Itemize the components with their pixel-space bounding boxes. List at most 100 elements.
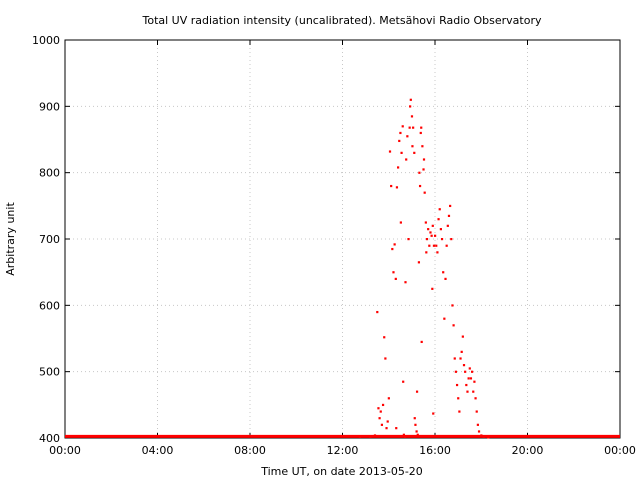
data-point [395, 186, 399, 189]
x-axis-label: Time UT, on date 2013-05-20 [260, 465, 423, 478]
y-axis: 400 500 600 700 800 900 1000 [32, 34, 620, 445]
data-point [409, 98, 412, 101]
data-points [65, 98, 620, 439]
data-point [472, 390, 475, 393]
y-tick-label: 700 [39, 233, 60, 246]
data-point [418, 184, 422, 188]
data-point [427, 228, 430, 231]
chart-title: Total UV radiation intensity (uncalibrat… [142, 14, 542, 27]
data-point [410, 115, 414, 118]
data-point [425, 238, 429, 241]
data-point [413, 151, 416, 154]
data-point [432, 412, 435, 415]
data-point [451, 304, 454, 307]
data-point [443, 317, 446, 320]
data-point [447, 214, 451, 217]
x-tick-label: 00:00 [49, 444, 81, 457]
data-point [408, 126, 411, 129]
data-point [406, 135, 409, 138]
data-point [440, 238, 444, 241]
data-point [459, 357, 462, 360]
data-point [386, 420, 389, 423]
data-point [395, 427, 398, 430]
data-point [435, 244, 438, 247]
data-point [402, 380, 405, 383]
data-point [393, 243, 396, 246]
data-point [475, 410, 478, 413]
data-point [401, 125, 404, 128]
data-point [399, 131, 402, 135]
data-point [450, 238, 453, 241]
data-point [477, 430, 481, 433]
data-point [413, 417, 416, 420]
data-point [392, 271, 395, 274]
data-point [431, 224, 434, 227]
data-point [434, 234, 437, 237]
data-point [419, 131, 422, 135]
data-point [432, 244, 436, 247]
data-point [420, 126, 423, 129]
data-point [415, 390, 419, 393]
data-point [473, 380, 476, 383]
y-tick-label: 600 [39, 299, 60, 312]
y-tick-label: 900 [39, 100, 60, 113]
data-point [462, 364, 466, 367]
data-point [373, 434, 377, 437]
data-point [458, 410, 461, 413]
data-point [436, 251, 439, 254]
data-point [378, 417, 381, 420]
data-point [442, 271, 445, 274]
data-point [449, 204, 452, 208]
data-point [364, 435, 367, 438]
data-point [480, 434, 483, 437]
data-point [438, 208, 441, 211]
data-point [358, 435, 362, 438]
data-point [377, 407, 380, 410]
data-point [411, 145, 414, 148]
data-point [422, 168, 425, 171]
data-point [471, 370, 474, 373]
y-tick-label: 500 [39, 366, 60, 379]
data-point [381, 403, 385, 407]
y-tick-label: 400 [39, 432, 60, 445]
data-point [439, 228, 442, 231]
x-tick-label: 12:00 [327, 444, 359, 457]
data-point [457, 397, 460, 400]
data-point [466, 390, 469, 393]
data-point [385, 427, 388, 430]
data-point [384, 357, 387, 360]
data-point [429, 231, 432, 234]
x-tick-label: 16:00 [419, 444, 451, 457]
data-point [417, 261, 421, 264]
data-point [431, 287, 434, 290]
data-point [383, 336, 386, 339]
data-point [482, 435, 485, 438]
x-axis: 00:00 04:00 08:00 12:00 16:00 20:00 00:00 [49, 40, 636, 457]
data-point [421, 145, 424, 148]
data-point [407, 238, 410, 241]
data-point [445, 244, 448, 247]
data-point [467, 377, 470, 380]
x-tick-label: 00:00 [604, 444, 636, 457]
data-point [453, 357, 456, 360]
data-point [387, 397, 390, 400]
data-point [423, 191, 426, 194]
data-point [391, 247, 394, 251]
data-point [476, 423, 479, 426]
data-point [452, 324, 455, 327]
data-point [376, 310, 379, 314]
data-point [409, 105, 412, 108]
data-point [474, 397, 477, 400]
x-tick-label: 08:00 [234, 444, 266, 457]
data-point [465, 383, 468, 387]
data-point [369, 435, 372, 438]
data-point [402, 433, 405, 436]
data-point [424, 221, 427, 224]
data-point [405, 158, 408, 161]
data-point [460, 350, 463, 353]
data-point [444, 277, 447, 280]
gridlines [65, 40, 620, 438]
data-point [415, 430, 418, 433]
plot-frame [64, 39, 621, 439]
